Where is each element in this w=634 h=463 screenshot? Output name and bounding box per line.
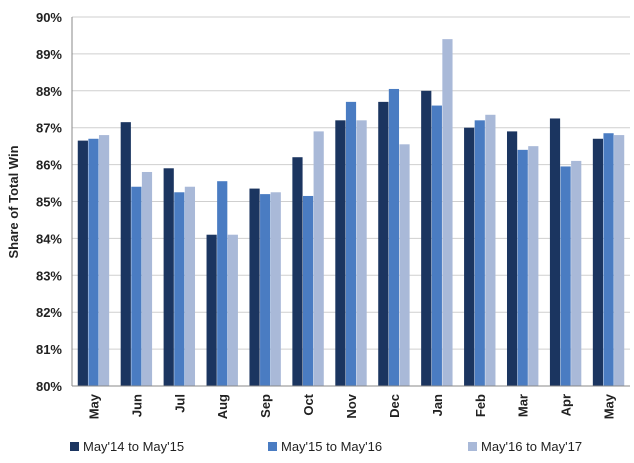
bar [141, 171, 153, 386]
bar [506, 131, 518, 386]
legend-swatch [268, 442, 277, 451]
y-tick-label: 89% [36, 47, 62, 62]
legend-label: May'15 to May'16 [281, 439, 382, 454]
bar [571, 160, 582, 386]
y-tick-label: 80% [36, 379, 62, 394]
bar [120, 122, 131, 386]
x-tick-label: Sep [258, 394, 273, 418]
y-tick-label: 85% [36, 195, 62, 210]
x-tick-label: Dec [387, 394, 402, 418]
bar [378, 101, 389, 387]
y-tick-label: 84% [36, 231, 62, 246]
bar [227, 234, 238, 386]
bar [442, 39, 453, 386]
x-tick-label: Jan [430, 394, 445, 416]
legend-swatch [70, 442, 79, 451]
y-tick-label: 83% [36, 268, 62, 283]
bar [313, 131, 324, 386]
bar [131, 186, 142, 386]
legend-label: May'16 to May'17 [481, 439, 582, 454]
bar [174, 192, 185, 386]
bar [517, 149, 528, 386]
bar [614, 135, 625, 386]
bar [549, 118, 561, 386]
bar [163, 168, 174, 386]
y-tick-label: 81% [36, 342, 62, 357]
bar [421, 90, 432, 387]
bar [592, 138, 604, 386]
y-tick-label: 82% [36, 305, 62, 320]
bar [335, 120, 346, 386]
bar [206, 234, 217, 386]
bar [217, 181, 228, 386]
x-tick-label: May [86, 393, 101, 419]
bar [184, 186, 196, 386]
x-tick-label: Nov [344, 393, 359, 418]
y-tick-label: 86% [36, 158, 62, 173]
y-tick-label: 88% [36, 84, 62, 99]
bar [356, 120, 367, 386]
bar [485, 114, 496, 386]
bar [345, 101, 357, 387]
x-tick-label: Mar [516, 394, 531, 417]
bars [77, 39, 625, 387]
x-tick-label: Oct [301, 393, 316, 415]
axes: Share of Total Win 80% 81% 82% 83% 84% 85% 86%… [6, 10, 630, 419]
bar [249, 188, 260, 386]
bar [474, 120, 485, 386]
bar [603, 133, 614, 386]
x-tick-label: Feb [473, 394, 488, 417]
y-axis-label: Share of Total Win [6, 145, 21, 258]
legend-label: May'14 to May'15 [83, 439, 184, 454]
bar [560, 166, 571, 386]
bar [98, 135, 110, 386]
x-tick-label: May [602, 393, 617, 419]
bar [399, 144, 410, 386]
bar [292, 157, 303, 386]
bar [528, 146, 539, 386]
bar [270, 192, 281, 386]
y-tick-label: 90% [36, 10, 62, 25]
bar [302, 195, 314, 386]
bar [77, 140, 88, 386]
y-tick-label: 87% [36, 121, 62, 136]
bar [431, 105, 442, 386]
legend: May'14 to May'15 May'15 to May'16 May'16 t… [70, 439, 582, 454]
x-tick-label: Apr [559, 394, 574, 416]
x-tick-label: Jun [129, 394, 144, 417]
bar [260, 194, 271, 386]
legend-swatch [468, 442, 477, 451]
bar [464, 127, 475, 386]
x-tick-label: Jul [172, 394, 187, 413]
bar [388, 88, 400, 386]
bar [88, 138, 99, 386]
x-tick-label: Aug [215, 394, 230, 419]
